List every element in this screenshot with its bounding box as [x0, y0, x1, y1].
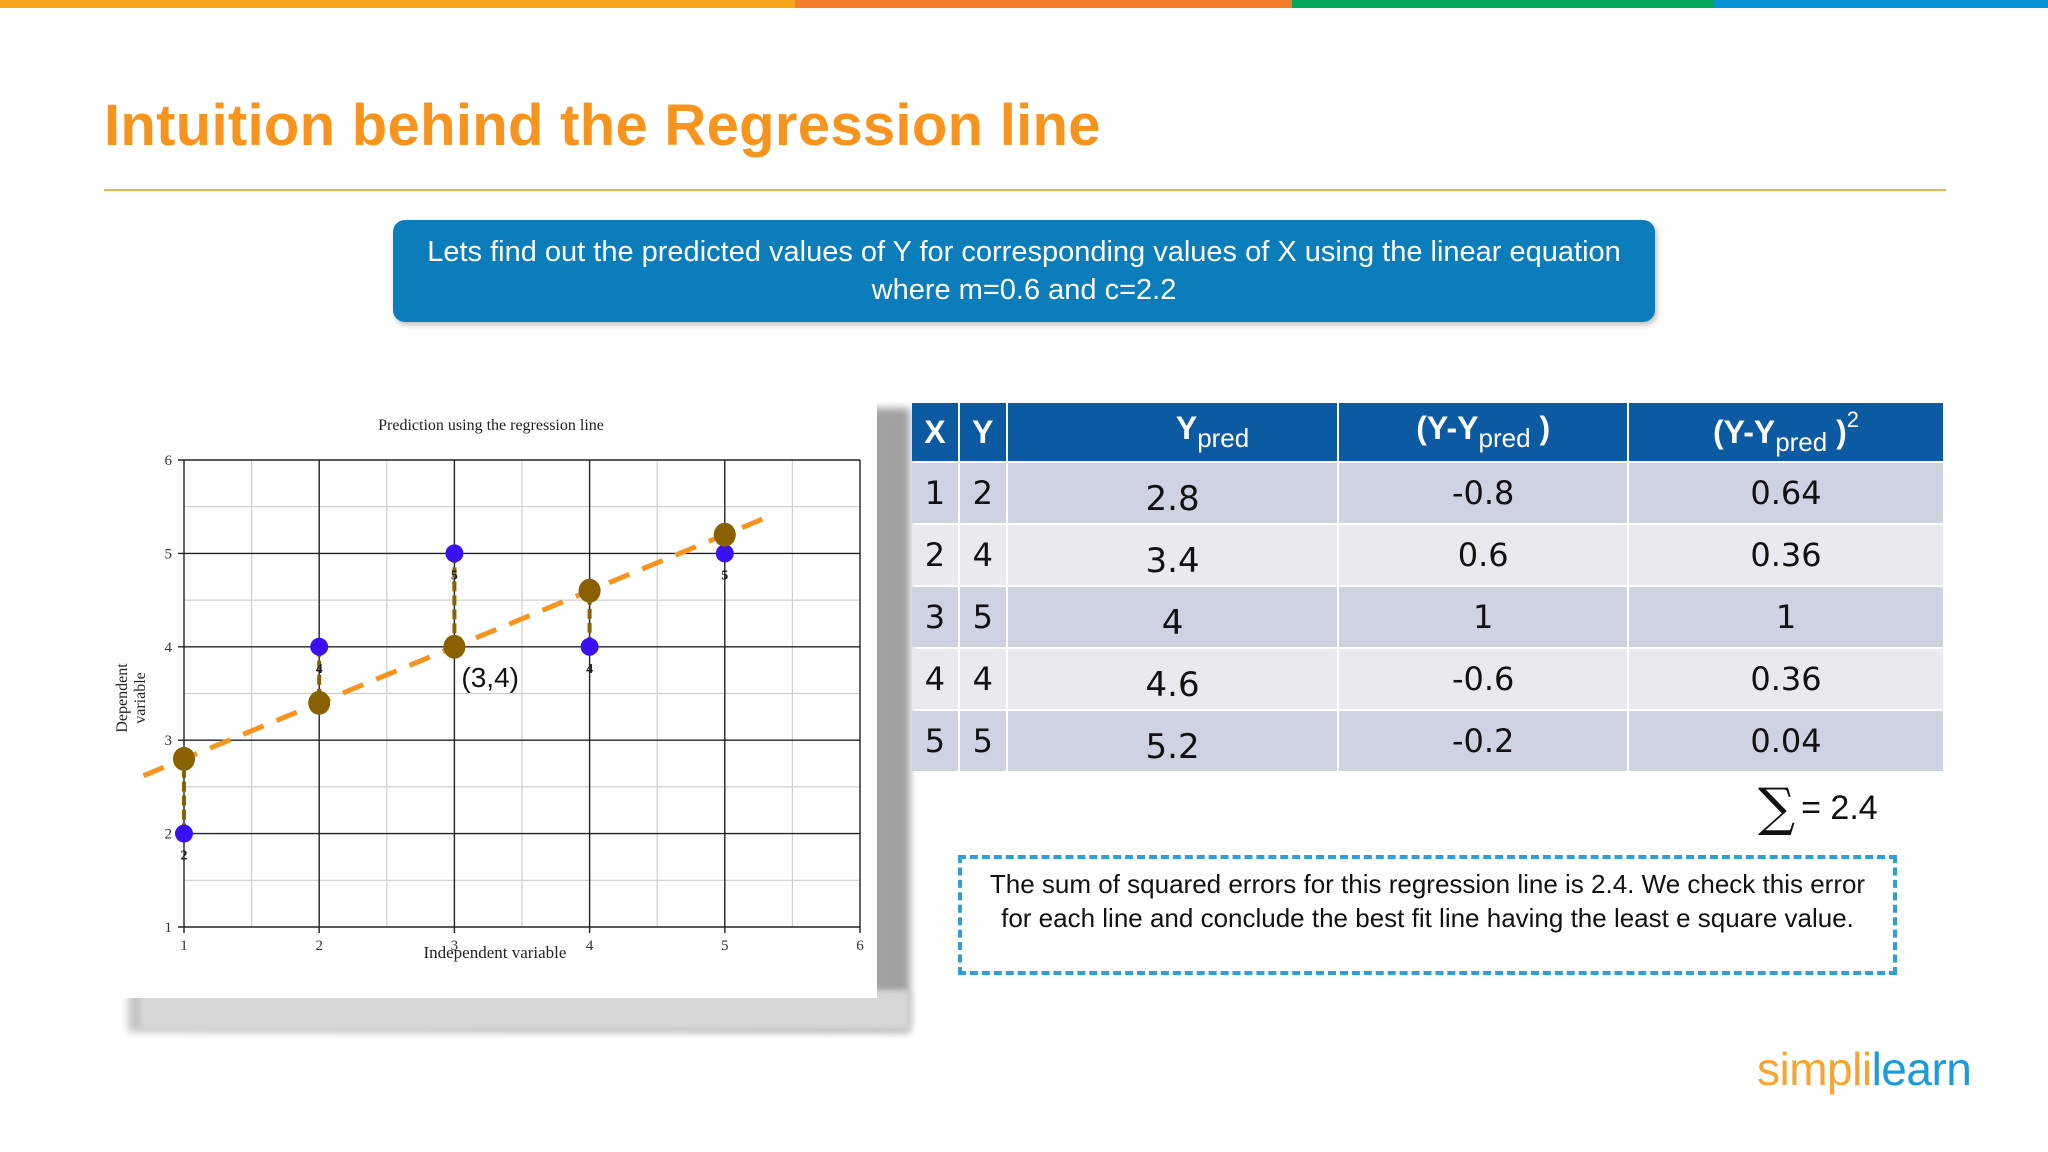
- top-bar-segment-green: [1292, 0, 1713, 8]
- table-row: 4 4 4.6 -0.6 0.36: [912, 649, 1943, 709]
- table-body: 1 2 2.8 -0.8 0.64 2 4 3.4 0.6 0.36 3 5 4 1 1 4 4 4.6 -0.6 0…: [912, 463, 1943, 771]
- logo-part-simpl: simpl: [1757, 1043, 1862, 1095]
- table-cell: 5.2: [1007, 711, 1338, 771]
- point-label: 5: [451, 568, 458, 583]
- x-tick-label: 2: [315, 938, 323, 954]
- top-color-bar: [0, 0, 2048, 8]
- predicted-point: [308, 690, 331, 715]
- table-cell: 5: [959, 711, 1006, 771]
- sum-value: = 2.4: [1801, 788, 1878, 827]
- table-cell: 2.8: [1007, 463, 1338, 523]
- y-tick-label: 4: [165, 640, 173, 656]
- table-cell: 0.6: [1339, 525, 1627, 585]
- logo-part-learn: learn: [1871, 1043, 1972, 1095]
- y-tick-label: 1: [165, 920, 173, 936]
- x-tick-label: 4: [586, 938, 594, 954]
- point-label: 5: [721, 568, 728, 583]
- regression-chart: Prediction using the regression line 1 2 3 4…: [105, 398, 877, 998]
- table-row: 2 4 3.4 0.6 0.36: [912, 525, 1943, 585]
- table-cell: 5: [959, 587, 1006, 647]
- y-axis-label-line: Dependent: [114, 663, 131, 733]
- logo-part-i: i: [1861, 1043, 1872, 1095]
- table-header-cell: (Y-Ypred )2: [1629, 403, 1943, 461]
- chart-canvas: Prediction using the regression line 1 2 3 4…: [114, 417, 864, 962]
- y-tick-label: 2: [165, 827, 173, 843]
- table-header-cell: Y: [959, 403, 1006, 461]
- table-cell: 0.36: [1629, 525, 1943, 585]
- table-cell: 4.6: [1007, 649, 1338, 709]
- table-cell: 0.64: [1629, 463, 1943, 523]
- top-bar-segment-blue: [1713, 0, 2048, 8]
- x-tick-label: 1: [180, 938, 188, 954]
- table-cell: 1: [1339, 587, 1627, 647]
- chart-title: Prediction using the regression line: [378, 417, 604, 434]
- explanation-note: The sum of squared errors for this regre…: [958, 855, 1897, 975]
- predicted-point: [173, 746, 195, 771]
- table-cell: 2: [912, 525, 958, 585]
- table-cell: 0.04: [1629, 711, 1943, 771]
- y-axis-label-line: variable: [132, 672, 149, 724]
- actual-point: [715, 544, 734, 563]
- y-tick-label: 6: [165, 453, 173, 469]
- title-divider: [104, 189, 1946, 191]
- table-row: 1 2 2.8 -0.8 0.64: [912, 463, 1943, 523]
- table-cell: 0.36: [1629, 649, 1943, 709]
- predicted-point: [713, 522, 736, 547]
- prediction-table: X Y Ypred (Y-Ypred ) (Y-Ypred )2 1 2 2.8 -0.8 0.…: [910, 401, 1945, 773]
- x-tick-label: 6: [856, 938, 864, 954]
- actual-point: [580, 637, 599, 656]
- table-cell: -0.8: [1339, 463, 1627, 523]
- point-label: 4: [316, 662, 323, 677]
- top-bar-segment-red: [795, 0, 1292, 8]
- table-header-row: X Y Ypred (Y-Ypred ) (Y-Ypred )2: [912, 403, 1943, 461]
- point-label: 4: [586, 662, 593, 677]
- table-cell: 3.4: [1007, 525, 1338, 585]
- table-cell: 4: [1007, 587, 1338, 647]
- table-cell: 3: [912, 587, 958, 647]
- callout-box: Lets find out the predicted values of Y …: [393, 220, 1655, 322]
- slide-title: Intuition behind the Regression line: [104, 93, 1101, 158]
- x-axis-label: Independent variable: [423, 943, 566, 962]
- table-cell: -0.6: [1339, 649, 1627, 709]
- table-cell: 4: [959, 649, 1006, 709]
- actual-point: [175, 824, 193, 843]
- table-cell: 2: [959, 463, 1006, 523]
- table-cell: 1: [912, 463, 958, 523]
- predicted-point: [578, 578, 601, 603]
- table-header-cell: (Y-Ypred ): [1339, 403, 1627, 461]
- table-cell: 4: [959, 525, 1006, 585]
- x-tick-label: 5: [721, 938, 729, 954]
- table-cell: 1: [1629, 587, 1943, 647]
- sigma-icon: ∑: [1758, 778, 1796, 838]
- predicted-point: [443, 634, 466, 659]
- x-tick-label: 3: [451, 938, 459, 954]
- top-bar-segment-orange: [0, 0, 795, 8]
- table-header-cell: Ypred: [1007, 403, 1338, 461]
- table-cell: 5: [912, 711, 958, 771]
- actual-point: [445, 544, 464, 563]
- y-tick-label: 5: [165, 546, 173, 562]
- table-header-cell: X: [912, 403, 958, 461]
- table-cell: 4: [912, 649, 958, 709]
- sum-of-squares: ∑ = 2.4: [1758, 782, 1878, 834]
- table-cell: -0.2: [1339, 711, 1627, 771]
- simplilearn-logo: simplilearn: [1757, 1042, 1972, 1096]
- table-row: 5 5 5.2 -0.2 0.04: [912, 711, 1943, 771]
- y-axis-label: Dependent variable: [114, 663, 149, 733]
- point-label: 2: [181, 849, 188, 864]
- y-tick-label: 3: [165, 733, 173, 749]
- actual-point: [310, 637, 329, 656]
- point-annotation: (3,4): [461, 662, 519, 693]
